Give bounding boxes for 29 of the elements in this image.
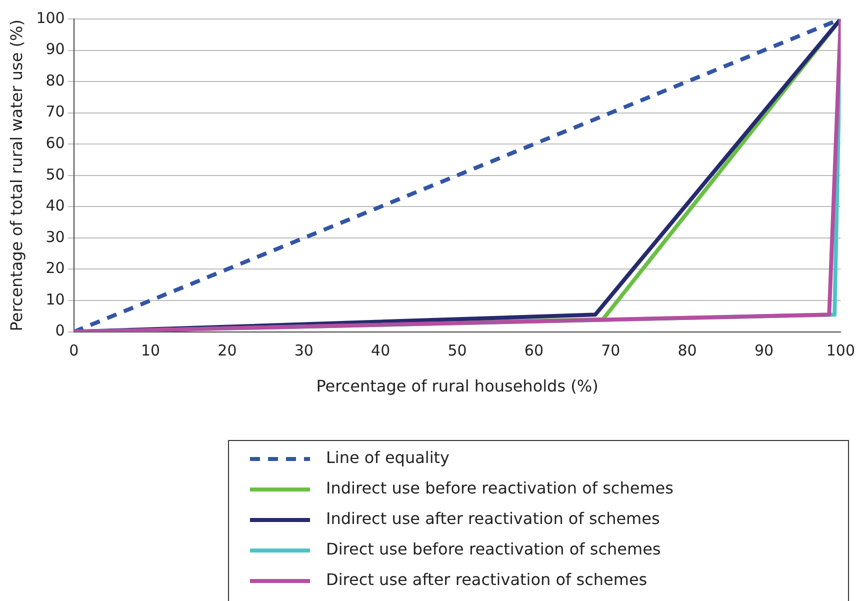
x-tick-label: 10 xyxy=(140,342,160,360)
y-tick-label: 50 xyxy=(46,165,65,184)
x-tick-label: 20 xyxy=(218,342,237,360)
y-tick-label: 10 xyxy=(46,290,65,308)
x-tick-label: 90 xyxy=(754,342,774,360)
x-tick-label: 100 xyxy=(826,342,856,360)
y-axis-title: Percentage of total rural water use (%) xyxy=(6,20,26,332)
legend-label: Indirect use before reactivation of schemes xyxy=(326,478,674,498)
x-tick-label: 40 xyxy=(371,342,390,360)
y-tick-label: 20 xyxy=(46,259,65,278)
y-tick-label: 70 xyxy=(46,102,65,121)
x-tick-label: 70 xyxy=(601,342,620,360)
x-tick-label: 50 xyxy=(448,342,467,360)
y-tick-label: 0 xyxy=(55,322,65,340)
y-tick-label: 100 xyxy=(36,8,65,27)
y-tick-label: 90 xyxy=(46,40,65,58)
x-tick-label: 0 xyxy=(69,342,79,360)
y-tick-label: 80 xyxy=(46,71,65,90)
x-tick-label: 30 xyxy=(294,342,314,360)
x-tick-label: 60 xyxy=(524,342,544,360)
y-tick-label: 30 xyxy=(46,228,65,246)
y-tick-label: 60 xyxy=(46,134,65,152)
legend-label: Indirect use after reactivation of schemes xyxy=(326,509,660,528)
x-tick-label: 80 xyxy=(678,342,697,360)
y-tick-label: 40 xyxy=(46,196,65,215)
legend-label: Direct use after reactivation of schemes xyxy=(326,570,648,590)
legend-label: Direct use before reactivation of schemes xyxy=(326,540,661,559)
x-axis-title: Percentage of rural households (%) xyxy=(316,376,598,396)
legend-label: Line of equality xyxy=(326,448,450,468)
